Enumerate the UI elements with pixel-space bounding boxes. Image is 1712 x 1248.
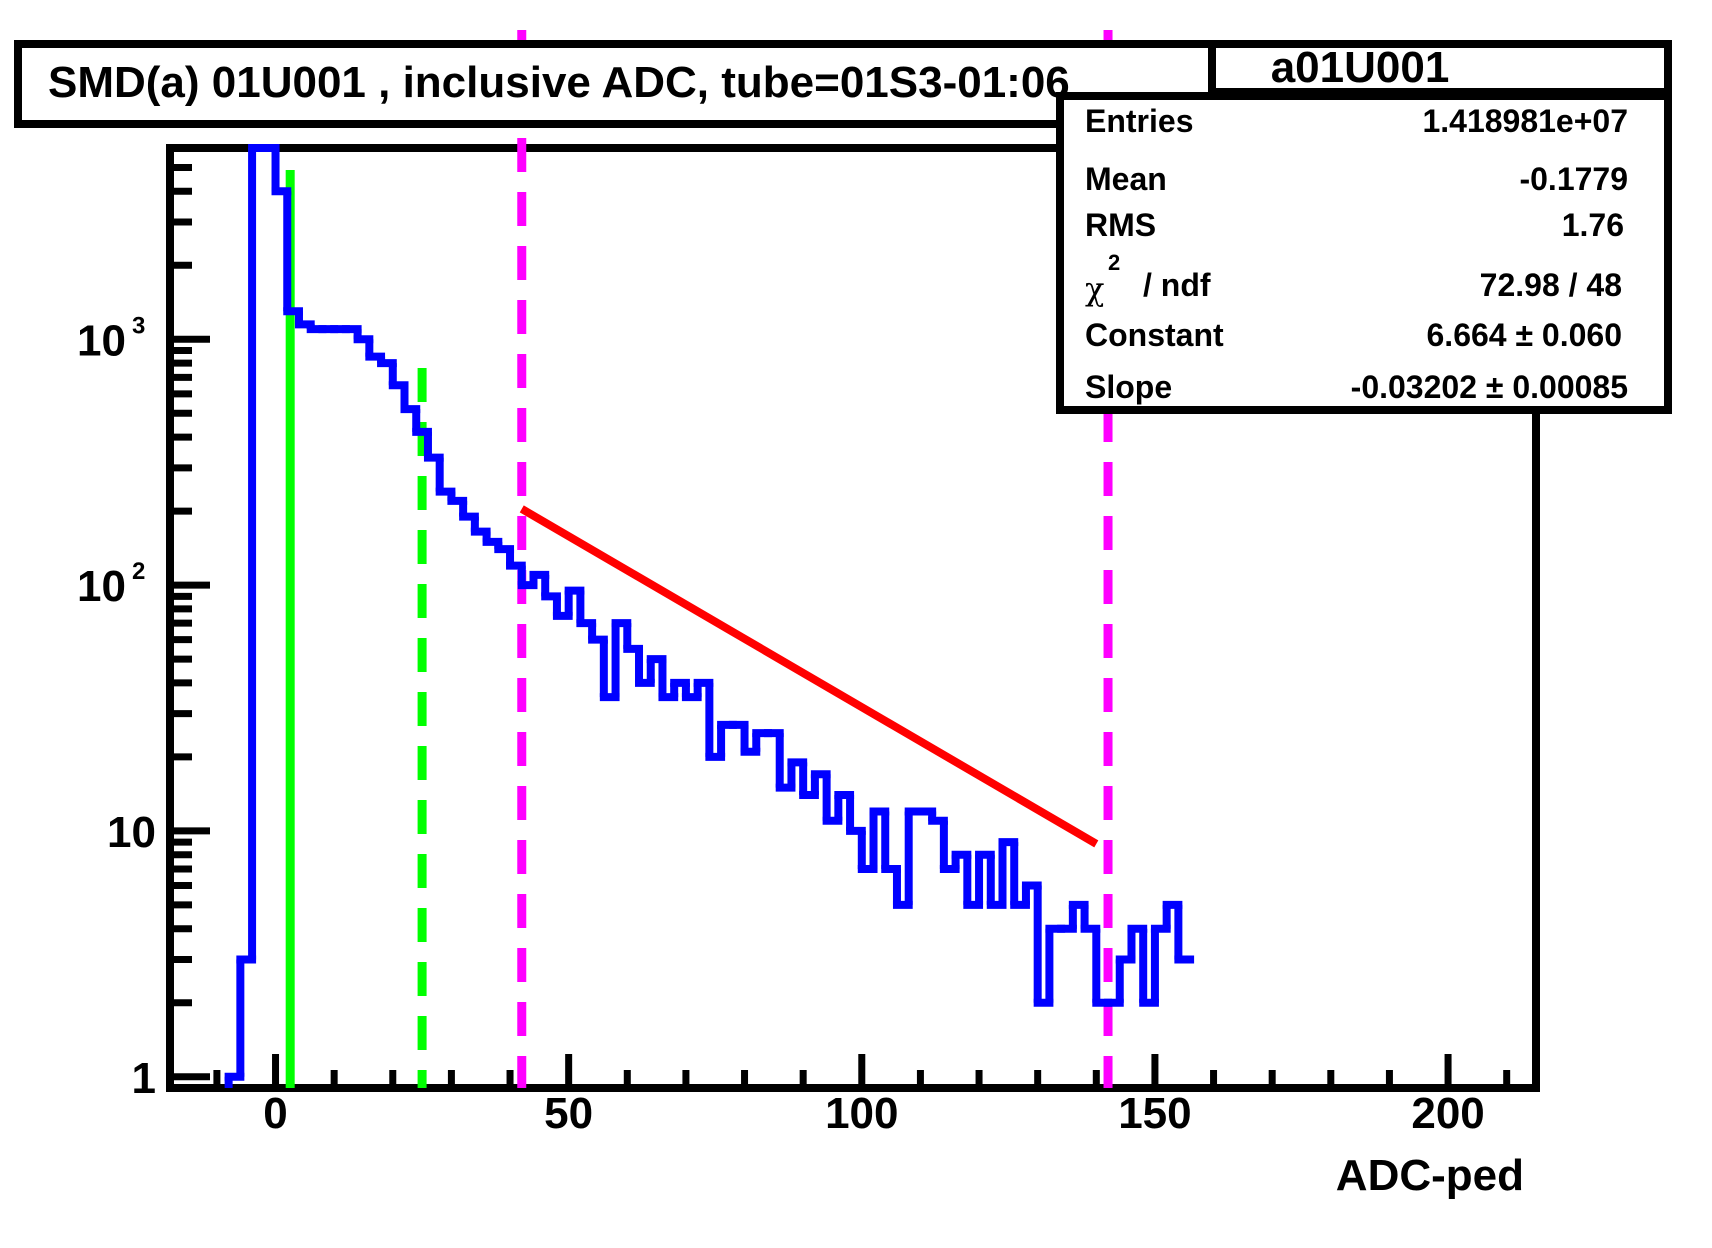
x-tick-label-3: 150 [1118,1089,1191,1138]
histogram-series [224,144,1195,1088]
x-tick-label-0: 0 [263,1089,287,1138]
y-tick-label-3: 10 [77,316,126,365]
stats-entries-value: 1.418981e+07 [1422,103,1628,139]
y-tick-exponent-2: 2 [132,558,145,585]
stats-chi-symbol: χ [1085,270,1104,308]
stats-rms-value: 1.76 [1562,207,1624,243]
stats-histogram-name: a01U001 [1271,43,1450,92]
x-tick-label-4: 200 [1411,1089,1484,1138]
stats-chi-suffix: / ndf [1143,267,1211,303]
stats-mean-value: -0.1779 [1519,161,1628,197]
chart-title: SMD(a) 01U001 , inclusive ADC, tube=01S3… [48,58,1070,107]
stats-rms-label: RMS [1085,207,1156,243]
x-tick-label-1: 50 [544,1089,593,1138]
axis-ticks [170,144,1511,1088]
stats-box: Entries 1.418981e+07 Mean -0.1779 RMS 1.… [1056,40,1672,414]
x-axis-label: ADC-ped [1336,1151,1524,1200]
stats-mean-label: Mean [1085,161,1167,197]
y-tick-exponent-3: 3 [132,312,145,339]
stats-constant-value: 6.664 ± 0.060 [1427,317,1623,353]
stats-constant-label: Constant [1085,317,1224,353]
stats-entries-label: Entries [1085,103,1193,139]
marker-lines [285,30,1113,1088]
fit-line [519,505,1099,848]
stats-chi-exponent: 2 [1108,250,1120,275]
title-box: SMD(a) 01U001 , inclusive ADC, tube=01S3… [14,40,1216,128]
y-tick-label-0: 1 [132,1054,156,1103]
stats-slope-value: -0.03202 ± 0.00085 [1351,369,1628,405]
x-tick-label-2: 100 [825,1089,898,1138]
fit-curve [519,505,1099,848]
y-tick-label-1: 10 [107,808,156,857]
stats-chi-value: 72.98 / 48 [1480,267,1622,303]
plot-frame [166,144,1540,1092]
y-tick-label-2: 10 [77,562,126,611]
stats-slope-label: Slope [1085,369,1172,405]
